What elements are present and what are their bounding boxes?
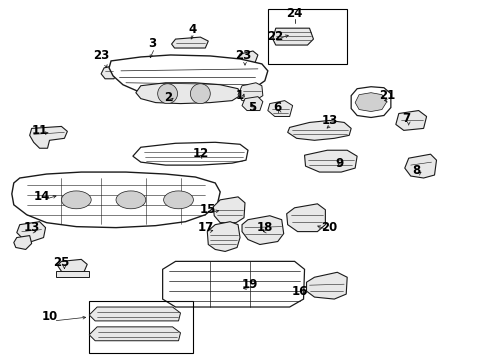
Polygon shape: [273, 28, 314, 45]
Ellipse shape: [116, 191, 146, 209]
Polygon shape: [17, 222, 46, 242]
Text: 11: 11: [31, 124, 48, 137]
Text: 9: 9: [335, 157, 343, 170]
Polygon shape: [133, 142, 248, 165]
Polygon shape: [89, 327, 180, 341]
Text: 18: 18: [257, 221, 273, 234]
Polygon shape: [396, 111, 427, 130]
Text: 8: 8: [413, 163, 421, 176]
Text: 7: 7: [403, 112, 411, 125]
Text: 10: 10: [41, 310, 58, 323]
Polygon shape: [30, 126, 68, 148]
Bar: [89, 301, 194, 353]
Text: 15: 15: [200, 203, 217, 216]
Polygon shape: [242, 216, 284, 244]
Text: 25: 25: [53, 256, 70, 269]
Polygon shape: [213, 197, 245, 223]
Text: 20: 20: [321, 221, 338, 234]
Polygon shape: [109, 55, 268, 99]
Ellipse shape: [61, 191, 91, 209]
Text: 22: 22: [267, 30, 283, 42]
Text: 13: 13: [321, 114, 338, 127]
Polygon shape: [57, 260, 87, 274]
Text: 1: 1: [236, 89, 244, 102]
Polygon shape: [242, 96, 263, 111]
Polygon shape: [268, 100, 293, 117]
Polygon shape: [355, 93, 387, 112]
Bar: [268, 9, 347, 64]
Text: 13: 13: [24, 221, 40, 234]
Polygon shape: [237, 51, 258, 63]
Text: 5: 5: [248, 101, 256, 114]
Polygon shape: [56, 271, 89, 277]
Text: 2: 2: [165, 91, 172, 104]
Polygon shape: [307, 272, 347, 299]
Polygon shape: [351, 87, 391, 117]
Polygon shape: [287, 204, 325, 231]
Polygon shape: [305, 150, 357, 172]
Polygon shape: [163, 261, 305, 307]
Text: 21: 21: [379, 89, 395, 102]
Text: 16: 16: [292, 285, 308, 298]
Circle shape: [191, 84, 210, 104]
Polygon shape: [14, 235, 32, 249]
Polygon shape: [238, 83, 263, 100]
Text: 17: 17: [198, 221, 215, 234]
Text: 6: 6: [273, 101, 282, 114]
Text: 3: 3: [148, 37, 157, 50]
Polygon shape: [288, 121, 351, 140]
Text: 24: 24: [287, 7, 303, 20]
Polygon shape: [207, 222, 240, 251]
Polygon shape: [101, 66, 117, 79]
Text: 23: 23: [235, 49, 251, 63]
Polygon shape: [136, 83, 240, 104]
Circle shape: [158, 84, 177, 104]
Text: 4: 4: [188, 23, 196, 36]
Text: 14: 14: [33, 190, 50, 203]
Text: 23: 23: [93, 49, 109, 63]
Text: 12: 12: [192, 147, 208, 160]
Polygon shape: [89, 307, 180, 321]
Ellipse shape: [164, 191, 194, 209]
Polygon shape: [12, 172, 220, 228]
Polygon shape: [172, 37, 208, 48]
Polygon shape: [405, 154, 437, 178]
Text: 19: 19: [242, 278, 258, 291]
